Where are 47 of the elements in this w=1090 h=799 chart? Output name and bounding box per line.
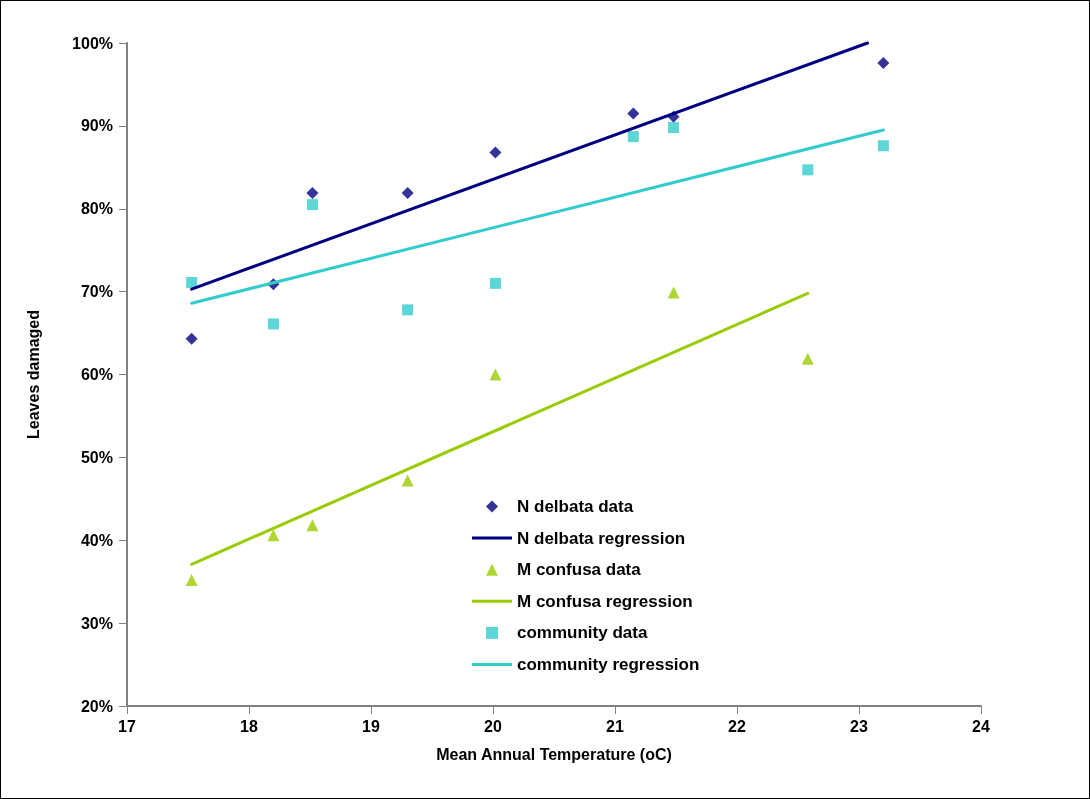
y-tick-label: 80% <box>80 200 113 218</box>
x-tick-label: 23 <box>850 717 868 735</box>
y-tick-label: 50% <box>80 448 113 466</box>
y-tick-label: 70% <box>80 283 113 301</box>
x-axis-title: Mean Annual Temperature (oC) <box>436 745 672 763</box>
point <box>306 187 319 199</box>
point <box>802 164 814 176</box>
y-tick-label: 100% <box>72 34 113 52</box>
point <box>668 122 680 134</box>
point <box>401 474 414 487</box>
point <box>877 56 890 69</box>
point <box>185 574 198 587</box>
y-tick-label: 20% <box>80 697 113 715</box>
point <box>667 286 680 299</box>
point <box>877 140 889 152</box>
point <box>306 519 319 532</box>
point <box>401 187 414 199</box>
point <box>267 529 280 542</box>
legend-label: community regression <box>517 655 700 674</box>
y-tick-label: 60% <box>80 366 113 383</box>
point <box>185 332 198 345</box>
point <box>627 107 640 120</box>
point <box>186 277 198 289</box>
point <box>402 304 414 316</box>
x-tick-label: 18 <box>240 717 258 735</box>
legend-label: M confusa data <box>517 560 642 580</box>
x-tick-label: 20 <box>484 717 502 735</box>
point <box>267 318 279 330</box>
y-axis-title: Leaves damaged <box>24 310 42 439</box>
x-tick-label: 17 <box>118 717 136 735</box>
legend-label: N delbata regression <box>517 528 686 548</box>
y-tick-label: 30% <box>80 614 113 632</box>
point <box>489 277 501 289</box>
y-tick-label: 90% <box>80 117 113 135</box>
point <box>627 131 639 143</box>
y-tick-label: 40% <box>80 531 113 549</box>
point <box>801 352 814 365</box>
x-tick-label: 21 <box>606 717 624 735</box>
legend-label: M confusa regression <box>517 591 693 611</box>
x-tick-label: 19 <box>362 717 380 735</box>
point <box>489 368 502 381</box>
point <box>306 199 318 211</box>
x-tick-label: 24 <box>972 717 990 735</box>
legend-label: N delbata data <box>517 497 634 516</box>
point <box>489 146 502 159</box>
x-tick-label: 22 <box>728 717 746 735</box>
legend-label: community data <box>517 623 648 643</box>
